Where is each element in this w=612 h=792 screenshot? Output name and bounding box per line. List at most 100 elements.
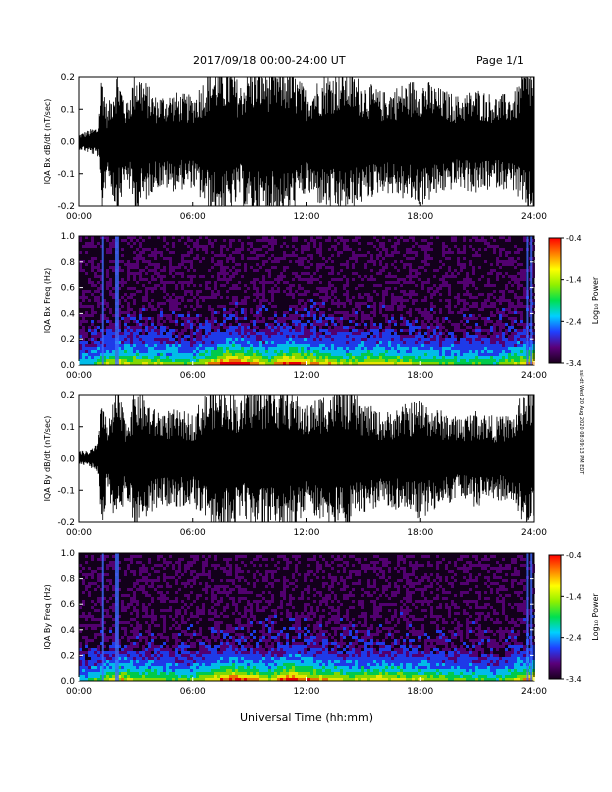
spectrogram-cell (133, 251, 136, 254)
spectrogram-cell (259, 338, 262, 341)
spectrogram-cell (145, 606, 148, 609)
spectrogram-cell (316, 251, 319, 254)
spectrogram-cell (226, 335, 229, 338)
spectrogram-cell (250, 362, 253, 365)
spectrogram-cell (247, 287, 250, 290)
spectrogram-cell (499, 344, 502, 347)
spectrogram-cell (223, 362, 226, 365)
spectrogram-cell (112, 266, 115, 269)
spectrogram-cell (310, 359, 313, 362)
spectrogram-cell (391, 296, 394, 299)
spectrogram-cell (514, 335, 517, 338)
spectrogram-cell (472, 302, 475, 305)
spectrogram-cell (196, 669, 199, 672)
spectrogram-cell (322, 302, 325, 305)
spectrogram-cell (364, 344, 367, 347)
spectrogram-cell (316, 359, 319, 362)
spectrogram-cell (106, 639, 109, 642)
spectrogram-cell (82, 669, 85, 672)
spectrogram-cell (85, 362, 88, 365)
spectrogram-cell (79, 678, 82, 681)
spectrogram-cell (274, 362, 277, 365)
spectrogram-cell (157, 648, 160, 651)
spectrogram-cell (232, 284, 235, 287)
spectrogram-cell (229, 323, 232, 326)
spectrogram-cell (142, 570, 145, 573)
spectrogram-cell (118, 678, 121, 681)
spectrogram-cell (184, 669, 187, 672)
spectrogram-cell (475, 317, 478, 320)
spectrogram-cell (391, 359, 394, 362)
spectrogram-cell (85, 636, 88, 639)
spectrogram-cell (439, 341, 442, 344)
spectrogram-cell (367, 251, 370, 254)
spectrogram-cell (121, 362, 124, 365)
spectrogram-cell (91, 618, 94, 621)
spectrogram-cell (247, 296, 250, 299)
spectrogram-cell (136, 633, 139, 636)
spectrogram-cell (214, 627, 217, 630)
spectrogram-cell (430, 302, 433, 305)
spectrogram-cell (514, 350, 517, 353)
spectrogram-cell (325, 359, 328, 362)
spectrogram-cell (409, 278, 412, 281)
spectrogram-cell (91, 344, 94, 347)
spectrogram-cell (358, 302, 361, 305)
spectrogram-cell (250, 332, 253, 335)
spectrogram-cell (319, 356, 322, 359)
spectrogram-cell (433, 347, 436, 350)
spectrogram-cell (451, 335, 454, 338)
spectrogram-cell (502, 350, 505, 353)
spectrogram-cell (460, 353, 463, 356)
spectrogram-cell (310, 335, 313, 338)
spectrogram-cell (199, 609, 202, 612)
spectrogram-cell (157, 564, 160, 567)
spectrogram-cell (355, 287, 358, 290)
spectrogram-cell (274, 320, 277, 323)
spectrogram-cell (112, 654, 115, 657)
spectrogram-cell (379, 362, 382, 365)
spectrogram-cell (184, 633, 187, 636)
spectrogram-cell (160, 302, 163, 305)
spectrogram-cell (148, 624, 151, 627)
spectrogram-cell (220, 305, 223, 308)
spectrogram-cell (235, 284, 238, 287)
spectrogram-cell (379, 335, 382, 338)
spectrogram-cell (124, 666, 127, 669)
spectrogram-cell (499, 236, 502, 239)
spectrogram-cell (133, 275, 136, 278)
spectrogram-cell (205, 317, 208, 320)
spectrogram-cell (196, 558, 199, 561)
spectrogram-cell (85, 660, 88, 663)
spectrogram-cell (148, 603, 151, 606)
spectrogram-cell (100, 284, 103, 287)
spectrogram-cell (181, 356, 184, 359)
spectrogram-cell (157, 666, 160, 669)
spectrogram-cell (442, 254, 445, 257)
spectrogram-cell (229, 359, 232, 362)
spectrogram-cell (496, 338, 499, 341)
spectrogram-cell (217, 347, 220, 350)
spectrogram-cell (475, 329, 478, 332)
spectrogram-cell (214, 254, 217, 257)
spectrogram-cell (154, 251, 157, 254)
spectrogram-cell (337, 320, 340, 323)
colorbar-label: Log₁₀ Power (591, 276, 600, 324)
spectrogram-cell (175, 362, 178, 365)
spectrogram-cell (97, 618, 100, 621)
spectrogram-cell (199, 582, 202, 585)
spectrogram-cell (445, 353, 448, 356)
spectrogram-cell (478, 332, 481, 335)
spectrogram-cell (367, 317, 370, 320)
spectrogram-cell (355, 272, 358, 275)
spectrogram-cell (355, 332, 358, 335)
spectrogram-cell (79, 675, 82, 678)
spectrogram-cell (436, 347, 439, 350)
spectrogram-cell (163, 654, 166, 657)
spectrogram-cell (400, 284, 403, 287)
spectrogram-cell (130, 317, 133, 320)
spectrogram-cell (142, 260, 145, 263)
spectrogram-cell (427, 347, 430, 350)
spectrogram-cell (379, 332, 382, 335)
spectrogram-cell (211, 260, 214, 263)
